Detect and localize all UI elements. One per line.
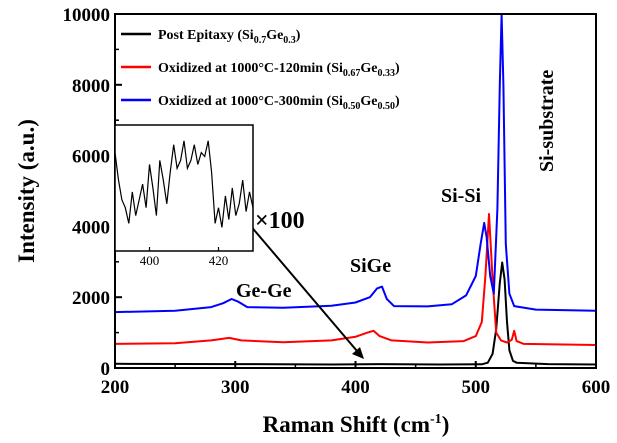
inset-chart: 400 420	[114, 124, 254, 268]
annotation-si-substrate: Si-substrate	[536, 70, 558, 172]
x-tick-label: 200	[101, 377, 130, 398]
legend: Post Epitaxy (Si0.7Ge0.3) Oxidized at 100…	[121, 28, 400, 112]
inset-x-axis: 400 420	[140, 247, 229, 268]
annotation-magnification: ×100	[255, 208, 305, 234]
x-tick-label: 300	[221, 377, 250, 398]
y-tick-label: 8000	[72, 76, 110, 97]
x-axis: 200 300 400 500 600	[101, 361, 611, 398]
x-tick-label: 600	[582, 377, 611, 398]
y-tick-label: 4000	[72, 217, 110, 238]
y-tick-label: 6000	[72, 147, 110, 168]
series-line-0	[114, 261, 597, 366]
annotation-sige: SiGe	[350, 255, 391, 277]
legend-entry-0: Post Epitaxy (Si0.7Ge0.3)	[158, 28, 301, 46]
y-tick-label: 0	[101, 359, 111, 380]
inset-frame	[114, 124, 254, 252]
y-tick-label: 2000	[72, 288, 110, 309]
inset-line	[114, 140, 254, 228]
series-line-2	[114, 13, 597, 314]
inset-tick-label: 400	[140, 253, 160, 268]
x-axis-title: Raman Shift (cm-1)	[263, 412, 450, 437]
plot-series	[114, 13, 597, 366]
y-axis-title: Intensity (a.u.)	[14, 119, 39, 263]
inset-tick-label: 420	[209, 253, 229, 268]
legend-entry-2: Oxidized at 1000°C-300min (Si0.50Ge0.50)	[158, 94, 400, 112]
x-tick-label: 500	[462, 377, 491, 398]
x-tick-label: 400	[341, 377, 370, 398]
annotation-ge-ge: Ge-Ge	[236, 280, 292, 302]
inset-arrow	[248, 223, 364, 359]
y-axis: 0 2000 4000 6000 8000 10000	[63, 5, 122, 380]
annotation-si-si: Si-Si	[441, 185, 481, 207]
series-line-1	[114, 213, 597, 346]
y-tick-label: 10000	[63, 5, 111, 26]
legend-entry-1: Oxidized at 1000°C-120min (Si0.67Ge0.33)	[158, 61, 400, 79]
